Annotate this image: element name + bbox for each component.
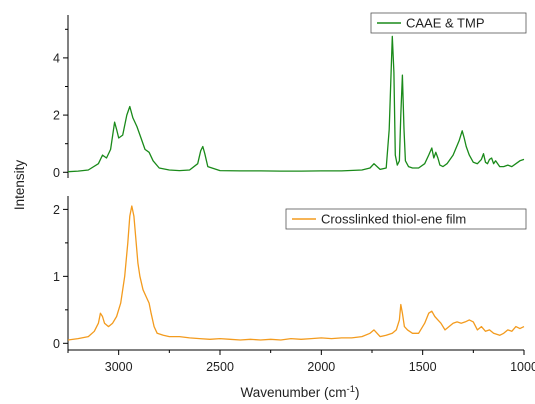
y-tick-label: 2 [53,109,60,123]
y-tick-label: 1 [53,270,60,284]
legend-box [285,208,527,230]
y-tick-label: 2 [53,203,60,217]
x-axis-title-superscript: -1 [347,384,355,395]
legend-label: Crosslinked thiol-ene film [321,212,466,227]
x-tick-label: 1500 [409,360,437,374]
x-axis-title-close: ) [355,385,360,400]
x-axis-title-main: Wavenumber (cm [241,385,347,400]
legend-label: CAAE & TMP [406,16,485,31]
x-axis-title: Wavenumber (cm-1) [241,384,360,400]
x-tick-label: 1000 [510,360,535,374]
y-tick-label: 4 [53,51,60,65]
y-tick-label: 0 [53,166,60,180]
series-line [67,35,525,173]
y-tick-label: 0 [53,337,60,351]
y-axis-title: Intensity [12,160,27,211]
top-panel: 0 2 4 CAAE & TMP [53,12,527,180]
x-tick-label: 2000 [307,360,335,374]
x-tick-label: 3000 [105,360,133,374]
legend-box [370,12,527,34]
bottom-panel: 0 1 2 3000 2500 2000 1500 1000 Crosslinked thiol… [53,196,535,374]
x-tick-label: 2500 [206,360,234,374]
series-line [67,205,525,341]
